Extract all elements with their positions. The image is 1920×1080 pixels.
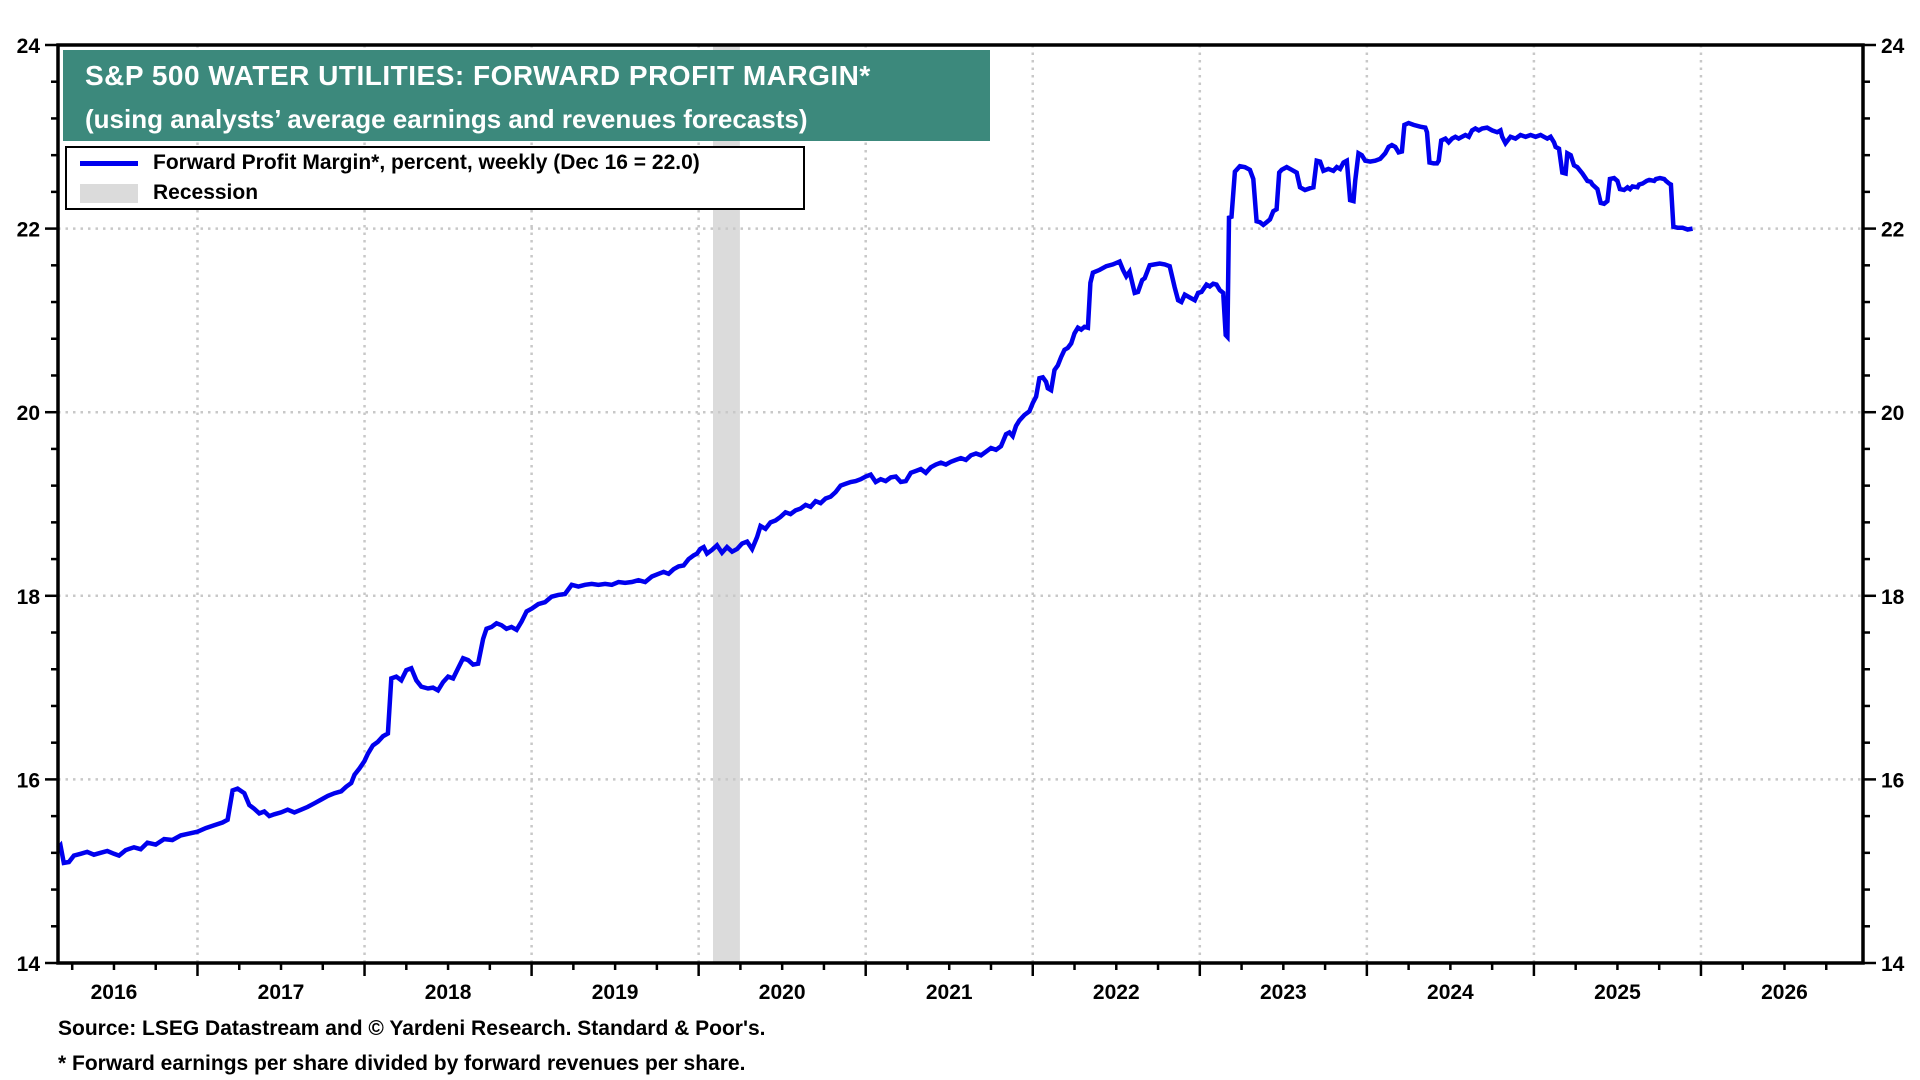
y-axis-label-right: 24 [1881,35,1905,58]
legend: Forward Profit Margin*, percent, weekly … [65,146,805,210]
legend-item-recession: Recession [67,179,803,207]
source-line: Source: LSEG Datastream and © Yardeni Re… [58,1017,766,1040]
x-axis-year-label: 2022 [1093,981,1140,1004]
y-axis-label-left: 18 [17,586,41,609]
chart-title-box: S&P 500 WATER UTILITIES: FORWARD PROFIT … [63,50,990,141]
legend-label: Recession [153,181,259,204]
plot-border [56,43,1865,965]
y-axis-label-right: 14 [1881,953,1905,976]
legend-line-swatch-icon [79,160,139,166]
y-axis-label-left: 22 [17,219,40,242]
y-axis-label-right: 20 [1881,402,1904,425]
x-axis-year-label: 2023 [1260,981,1307,1004]
y-axis-label-left: 20 [17,402,40,425]
y-axis-label-right: 22 [1881,219,1904,242]
gridlines [58,45,1863,963]
legend-label: Forward Profit Margin*, percent, weekly … [153,151,700,174]
chart-subtitle: (using analysts’ average earnings and re… [85,104,808,134]
x-axis-year-label: 2024 [1427,981,1474,1004]
axis-ticks [45,43,1876,976]
x-axis-year-label: 2018 [425,981,472,1004]
legend-item-forward-profit-margin: Forward Profit Margin*, percent, weekly … [67,149,803,177]
profit-margin-line [56,120,1693,866]
source-block: Source: LSEG Datastream and © Yardeni Re… [58,1011,765,1080]
x-axis-year-label: 2025 [1594,981,1641,1004]
y-axis-label-right: 16 [1881,769,1904,792]
x-axis-year-label: 2019 [592,981,639,1004]
x-axis-year-label: 2016 [91,981,138,1004]
y-axis-label-left: 24 [17,35,41,58]
x-axis-year-label: 2021 [926,981,973,1004]
x-axis-year-label: 2020 [759,981,806,1004]
x-axis-year-label: 2017 [258,981,305,1004]
chart-title: S&P 500 WATER UTILITIES: FORWARD PROFIT … [85,60,871,91]
footnote-line: * Forward earnings per share divided by … [58,1052,746,1075]
x-axis-year-label: 2026 [1761,981,1808,1004]
y-axis-label-right: 18 [1881,586,1905,609]
legend-rect-swatch-icon [79,183,139,203]
y-axis-label-left: 14 [17,953,41,976]
y-axis-label-left: 16 [17,769,40,792]
